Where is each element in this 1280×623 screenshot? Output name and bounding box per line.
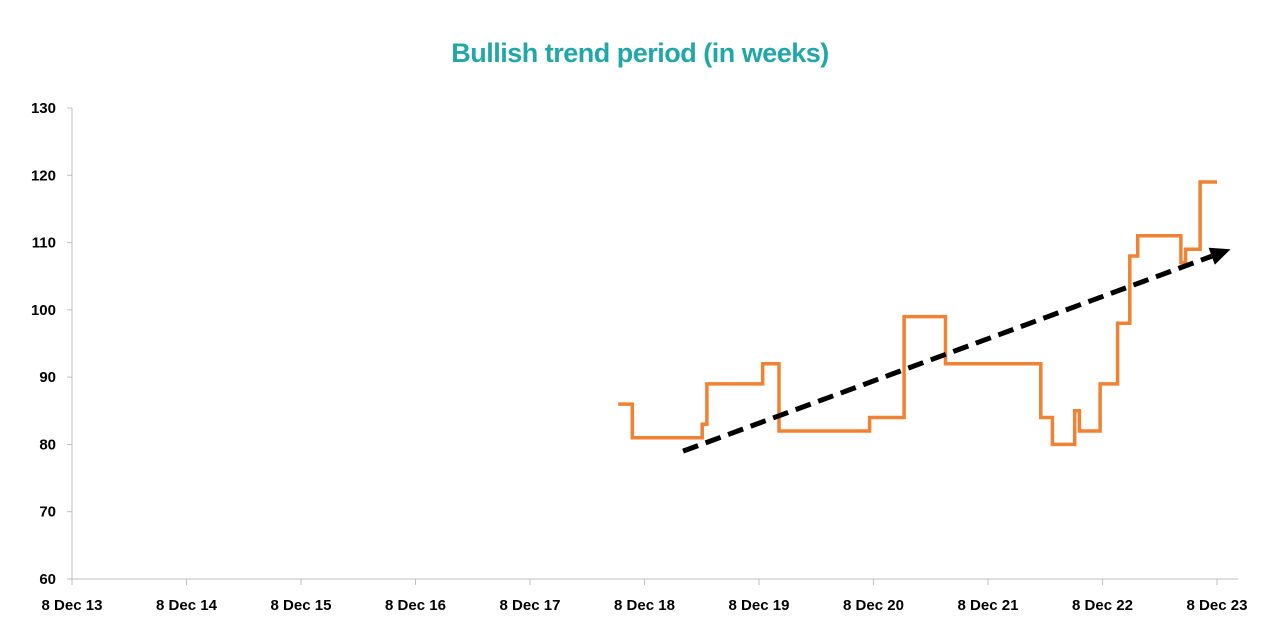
x-tick-label: 8 Dec 19: [729, 597, 790, 614]
y-tick-label: 70: [39, 504, 56, 521]
y-tick-label: 80: [39, 436, 56, 453]
y-tick-label: 130: [31, 100, 56, 117]
x-tick-label: 8 Dec 16: [385, 597, 446, 614]
x-tick-label: 8 Dec 14: [156, 597, 218, 614]
x-axis-ticks: 8 Dec 13 8 Dec 14 8 Dec 15 8 Dec 16 8 Dec 17…: [42, 579, 1248, 614]
x-tick-label: 8 Dec 22: [1072, 597, 1133, 614]
chart-title: Bullish trend period (in weeks): [451, 38, 829, 68]
y-tick-label: 60: [39, 571, 56, 588]
x-tick-label: 8 Dec 13: [42, 597, 103, 614]
trend-arrow-line: [682, 253, 1213, 454]
y-tick-label: 120: [31, 167, 56, 184]
annotations: [682, 247, 1231, 454]
y-tick-label: 100: [31, 302, 56, 319]
x-tick-label: 8 Dec 15: [271, 597, 332, 614]
x-tick-label: 8 Dec 21: [958, 597, 1019, 614]
y-axis-ticks: 60 70 80 90 100 110 120 130: [31, 100, 72, 588]
axes: [71, 108, 1238, 580]
x-tick-label: 8 Dec 17: [500, 597, 561, 614]
x-tick-label: 8 Dec 23: [1187, 597, 1248, 614]
y-tick-label: 90: [39, 369, 56, 386]
trend-arrow-head: [1208, 247, 1231, 265]
x-tick-label: 8 Dec 18: [614, 597, 675, 614]
series: [618, 180, 1217, 447]
y-tick-label: 110: [32, 235, 56, 252]
series-line: [618, 180, 1217, 447]
x-tick-label: 8 Dec 20: [843, 597, 904, 614]
